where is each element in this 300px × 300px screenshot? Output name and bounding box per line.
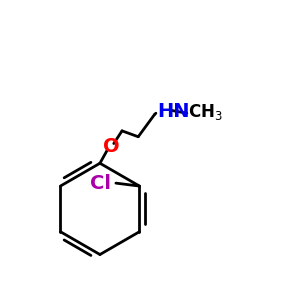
Text: CH$_3$: CH$_3$ xyxy=(188,102,223,122)
Text: O: O xyxy=(103,137,119,156)
Text: HN: HN xyxy=(158,102,190,121)
Text: Cl: Cl xyxy=(91,174,112,193)
